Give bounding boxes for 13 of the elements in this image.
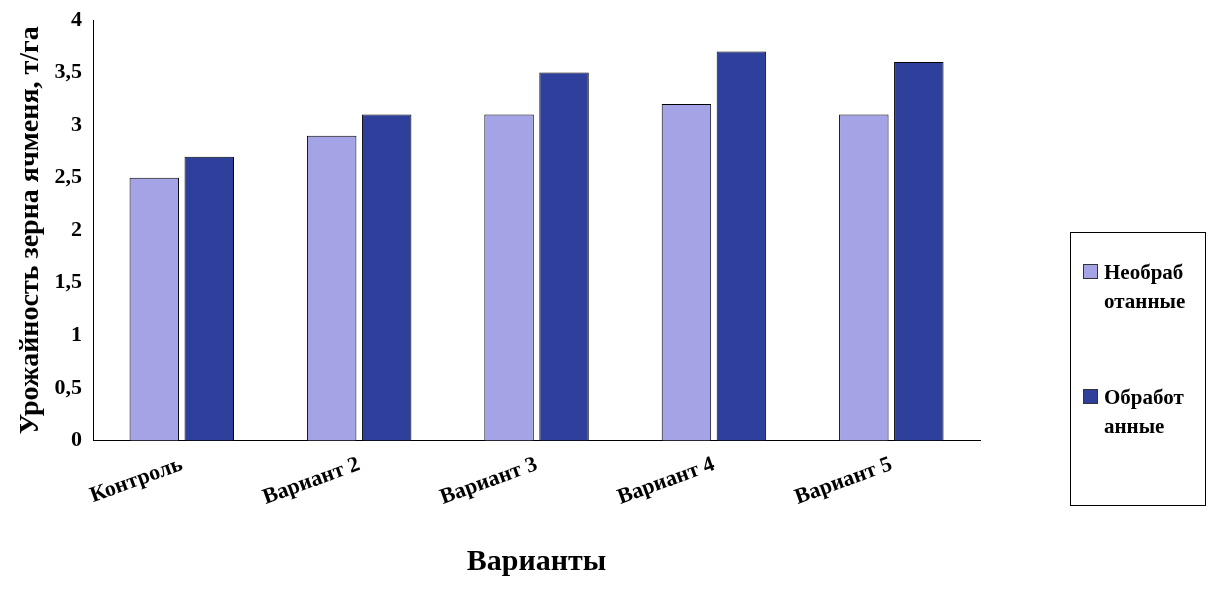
y-tick-label: 1,5 bbox=[54, 268, 83, 294]
y-tick-label: 1 bbox=[71, 321, 83, 347]
y-tick-label: 3 bbox=[71, 110, 83, 136]
y-tick-label: 2,5 bbox=[54, 163, 83, 189]
legend-label: Необработанные bbox=[1104, 259, 1187, 315]
y-tick-label: 0 bbox=[71, 426, 83, 452]
x-axis-title: Варианты bbox=[466, 542, 607, 576]
y-tick-label: 3,5 bbox=[54, 58, 83, 84]
y-tick-label: 2 bbox=[71, 215, 83, 241]
y-tick-label: 4 bbox=[71, 5, 83, 31]
y-axis-title: Урожайность зерна ячменя, т/га bbox=[13, 26, 45, 435]
y-tick-label: 0,5 bbox=[54, 373, 83, 399]
legend-label: Обработанные bbox=[1104, 384, 1185, 440]
